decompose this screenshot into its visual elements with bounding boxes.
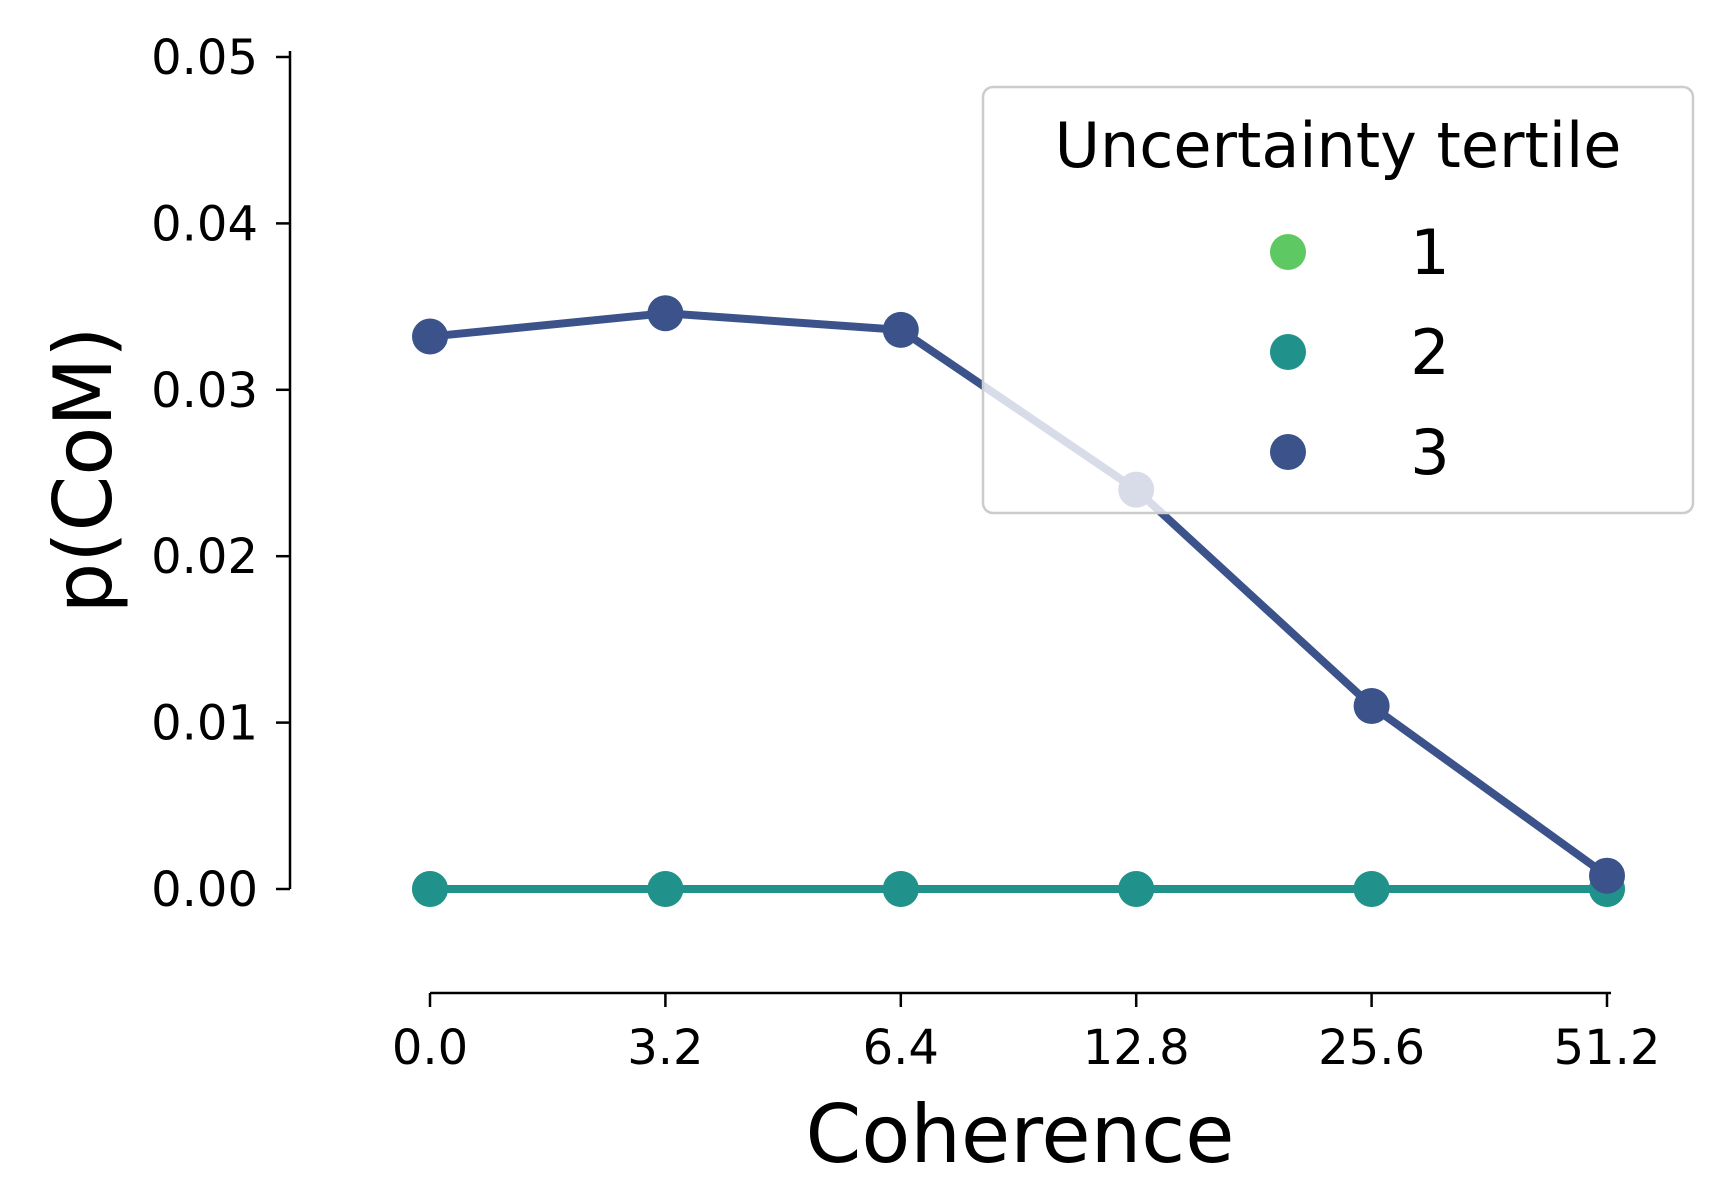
series-3-point	[647, 295, 684, 332]
x-axis-title: Coherence	[806, 1088, 1235, 1181]
y-tick-label: 0.01	[151, 696, 258, 752]
y-tick-label: 0.04	[151, 196, 258, 252]
series-3-point	[1353, 687, 1390, 724]
legend-label-1: 1	[1410, 216, 1449, 289]
legend-items: 1 2 3	[1270, 216, 1450, 489]
x-tick-label: 12.8	[1083, 1020, 1190, 1076]
series-3-point	[412, 318, 448, 355]
series-2-point	[882, 871, 919, 907]
x-tick-label: 25.6	[1318, 1020, 1425, 1076]
legend-label-2: 2	[1410, 316, 1449, 389]
y-tick-label: 0.00	[151, 862, 258, 918]
axes	[288, 51, 1611, 995]
legend-marker-3	[1270, 434, 1306, 470]
legend-title: Uncertainty tertile	[1055, 109, 1622, 182]
series-3-point	[882, 311, 919, 348]
y-ticks: 0.00 0.01 0.02 0.03 0.04 0.05	[151, 30, 290, 918]
plot-area	[412, 295, 1625, 907]
legend-marker-1	[1270, 234, 1306, 270]
x-tick-label: 0.0	[392, 1020, 468, 1076]
series-3-point	[1589, 857, 1625, 894]
series-2-point	[1118, 871, 1155, 907]
y-axis-title: p(CoM)	[37, 326, 130, 613]
legend-frame	[981, 85, 1695, 515]
legend-label-3: 3	[1410, 416, 1449, 489]
legend: Uncertainty tertile 1 2 3	[981, 85, 1695, 515]
y-tick-label: 0.05	[151, 30, 258, 86]
y-tick-label: 0.02	[151, 529, 258, 585]
x-tick-label: 3.2	[627, 1020, 703, 1076]
x-tick-label: 6.4	[863, 1020, 939, 1076]
series-2-point	[412, 871, 448, 907]
y-tick-label: 0.03	[151, 363, 258, 419]
series-2-point	[1353, 871, 1390, 907]
x-ticks: 0.0 3.2 6.4 12.8 25.6 51.2	[392, 993, 1661, 1076]
series-2	[412, 871, 1625, 907]
series-2-point	[647, 871, 684, 907]
legend-marker-2	[1270, 334, 1306, 370]
x-tick-label: 51.2	[1554, 1020, 1661, 1076]
